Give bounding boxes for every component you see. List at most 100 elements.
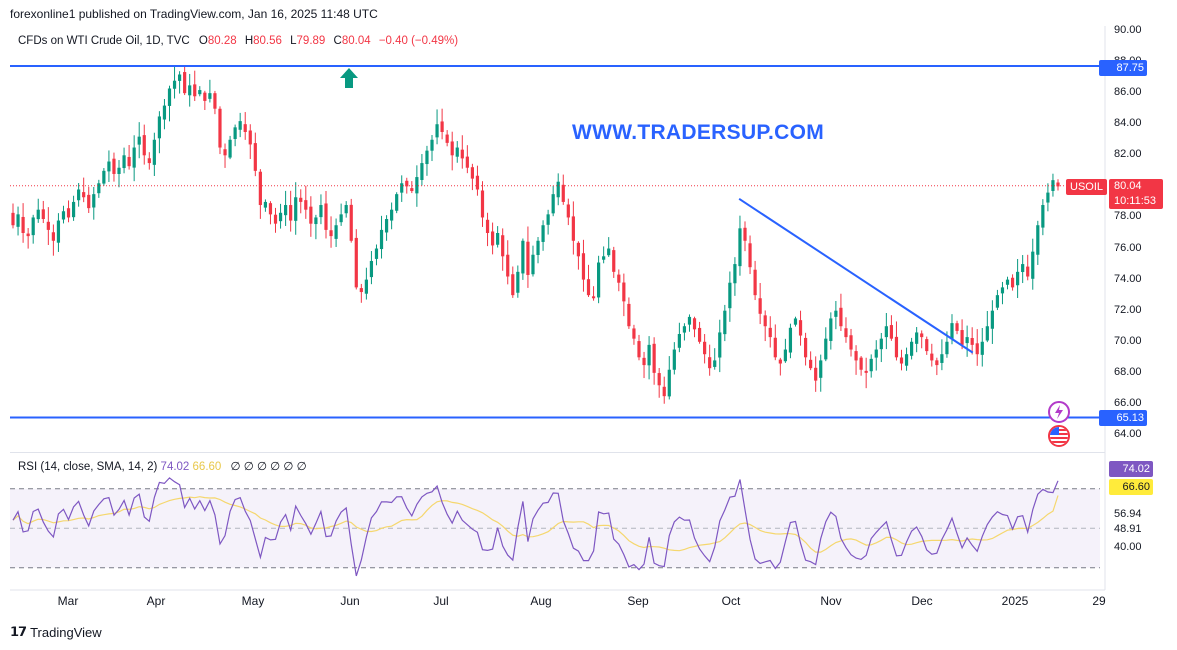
candle-body [299, 197, 303, 202]
candle-body [188, 85, 192, 96]
support-price-tag: 65.13 [1099, 410, 1147, 426]
price-tick-label: 66.00 [1114, 396, 1142, 409]
candle-body [925, 339, 929, 352]
close-label: C [333, 35, 342, 47]
candle-body [798, 320, 803, 336]
us-flag-icon[interactable] [1048, 425, 1070, 447]
candle-body [379, 229, 384, 250]
change-value: −0.40 (−0.49%) [378, 35, 459, 47]
tradingview-logo[interactable]: 𝟭𝟳 TradingView [10, 624, 102, 640]
candle-body [657, 373, 661, 386]
candle-body [56, 220, 61, 243]
candle-body [349, 204, 353, 241]
candle-body [66, 208, 71, 218]
candle-body [400, 183, 404, 193]
open-label: O [198, 35, 208, 47]
candle-body [142, 135, 146, 156]
candle-body [1051, 180, 1055, 191]
candle-body [819, 360, 823, 378]
candle-body [475, 175, 480, 190]
candle-body [193, 84, 197, 97]
candle-body [672, 349, 676, 370]
candle-body [622, 282, 626, 302]
candle-body [11, 212, 15, 226]
candle-body [793, 318, 798, 325]
candle-body [708, 357, 712, 369]
candle-body [531, 254, 535, 275]
candle-body [92, 194, 96, 208]
candle-body [238, 121, 242, 130]
candle-body [854, 351, 858, 361]
candle-body [228, 139, 232, 158]
candle-body [233, 127, 237, 139]
candle-body [132, 147, 136, 168]
candle-body [294, 197, 298, 221]
candle-body [541, 225, 545, 242]
candle-body [334, 225, 338, 239]
candle-body [884, 326, 888, 338]
publisher-line: forexonline1 published on TradingView.co… [10, 7, 378, 21]
candle-body [869, 358, 873, 372]
candle-body [1046, 192, 1050, 203]
candle-body [384, 219, 389, 233]
candle-body [31, 217, 35, 236]
candle-body [82, 192, 86, 198]
close-value: 80.04 [341, 35, 371, 47]
candle-body [480, 190, 485, 218]
candle-body [470, 167, 474, 179]
time-tick-label: Oct [721, 594, 741, 608]
candle-body [980, 341, 984, 355]
high-label: H [244, 35, 254, 47]
candle-body [591, 296, 596, 299]
price-tick-label: 86.00 [1114, 86, 1142, 99]
candle-body [894, 336, 899, 358]
price-tick-label: 84.00 [1114, 117, 1142, 130]
candle-body [213, 93, 217, 109]
candle-body [864, 370, 868, 373]
high-value: 80.56 [253, 35, 282, 47]
candle-body [995, 295, 1000, 308]
candle-body [662, 386, 666, 397]
symbol-tag: USOIL [1066, 179, 1108, 195]
candle-body [410, 188, 414, 192]
candle-body [586, 279, 591, 296]
candle-body [430, 139, 434, 151]
candle-body [374, 248, 379, 259]
candle-body [420, 163, 424, 180]
candle-body [167, 88, 172, 106]
candle-body [243, 124, 247, 132]
time-tick-label: Jul [433, 594, 449, 608]
candle-body [940, 354, 944, 363]
rsi-sma-legend-value: 66.60 [192, 461, 222, 473]
candle-body [728, 282, 732, 309]
flash-icon[interactable] [1048, 401, 1070, 423]
price-tick-label: 70.00 [1114, 334, 1142, 347]
candle-body [667, 369, 671, 397]
candle-body [496, 233, 500, 245]
candle-body [465, 156, 469, 168]
candle-body [768, 327, 772, 338]
candle-body [304, 200, 308, 210]
candle-body [77, 189, 81, 201]
candle-body [152, 139, 156, 165]
candle-body [879, 338, 883, 350]
candle-body [329, 230, 333, 237]
rsi-line [12, 477, 1059, 577]
time-tick-label: Apr [146, 594, 166, 608]
candle-body [546, 214, 550, 225]
candle-body [632, 328, 636, 339]
time-tick-label: Sep [627, 594, 649, 608]
candle-body [687, 316, 692, 325]
price-tick-label: 78.00 [1114, 210, 1142, 223]
candle-body [46, 221, 50, 230]
candle-body [112, 158, 116, 174]
candle-body [561, 184, 565, 202]
candle-body [41, 209, 45, 220]
candle-body [536, 240, 540, 255]
candle-body [1021, 264, 1025, 273]
candle-body [511, 274, 515, 296]
candle-body [268, 203, 273, 215]
candle-body [16, 214, 20, 227]
candle-body [859, 357, 863, 370]
